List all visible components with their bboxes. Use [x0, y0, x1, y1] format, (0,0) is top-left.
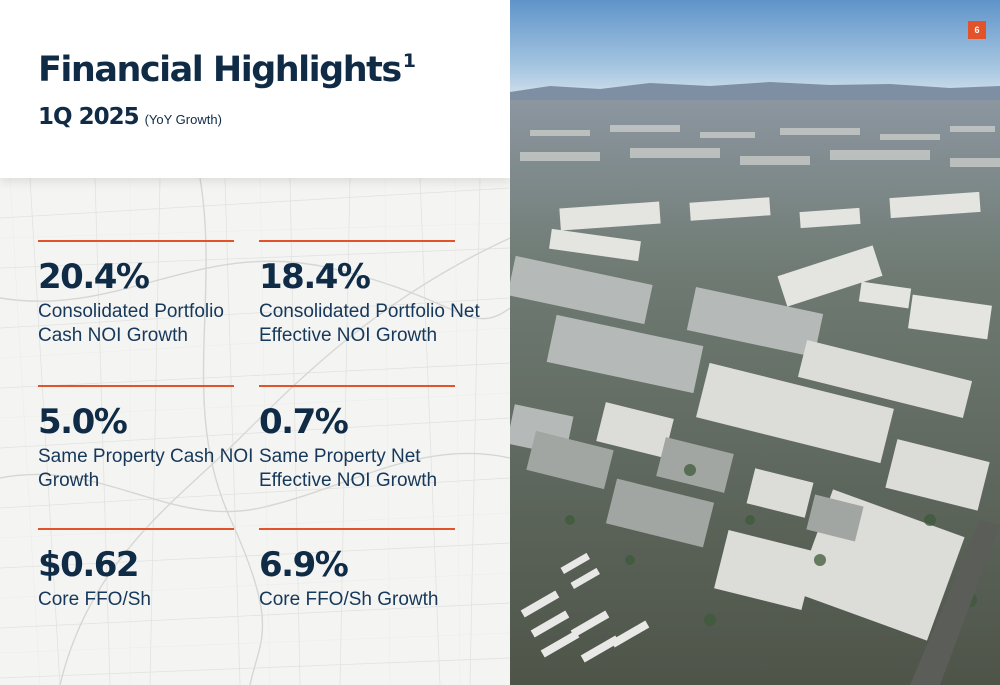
metric-divider: [38, 385, 234, 387]
metric-label: Core FFO/Sh: [38, 589, 151, 610]
metric-label: Consolidated Portfolio Cash NOI Growth: [38, 301, 224, 346]
metric-value: 5.0%: [38, 402, 128, 442]
metric-divider: [38, 240, 234, 242]
metric-value: $0.62: [38, 545, 140, 585]
metric-core-ffo-per-share-growth: 6.9% Core FFO/Sh Growth: [259, 528, 455, 612]
metric-same-property-cash-noi: 5.0% Same Property Cash NOI Growth: [38, 385, 253, 493]
left-panel: Financial Highlights 1 1Q 2025 (YoY Growth…: [0, 0, 510, 685]
metrics-grid: 20.4% Consolidated Portfolio Cash NOI Gr…: [38, 240, 480, 612]
title-text: Financial Highlights: [38, 50, 402, 90]
metric-divider: [259, 240, 455, 242]
header: Financial Highlights 1 1Q 2025 (YoY Growth…: [0, 0, 510, 178]
subtitle-row: 1Q 2025 (YoY Growth): [38, 104, 222, 130]
metric-same-property-net-effective-noi: 0.7% Same Property Net Effective NOI Gro…: [259, 385, 455, 493]
metric-label: Same Property Net Effective NOI Growth: [259, 446, 438, 491]
metric-label: Core FFO/Sh Growth: [259, 589, 439, 610]
aerial-warehouse-photo-icon: [510, 0, 1000, 685]
title-footnote: 1: [402, 50, 416, 72]
metric-divider: [38, 528, 234, 530]
page-number-badge: 6: [968, 21, 986, 39]
metric-core-ffo-per-share: $0.62 Core FFO/Sh: [38, 528, 234, 612]
metric-label: Same Property Cash NOI Growth: [38, 446, 254, 491]
metric-value: 20.4%: [38, 257, 150, 297]
metric-value: 18.4%: [259, 257, 371, 297]
period-note: (YoY Growth): [144, 112, 222, 127]
metric-divider: [259, 385, 455, 387]
metric-value: 0.7%: [259, 402, 349, 442]
aerial-photo-illustration: [510, 0, 1000, 685]
street-map-icon: [0, 178, 510, 685]
map-lines: [0, 178, 510, 685]
metric-value: 6.9%: [259, 545, 349, 585]
metric-consolidated-cash-noi: 20.4% Consolidated Portfolio Cash NOI Gr…: [38, 240, 234, 348]
metric-divider: [259, 528, 455, 530]
metric-consolidated-net-effective-noi: 18.4% Consolidated Portfolio Net Effecti…: [259, 240, 480, 348]
page-title: Financial Highlights 1: [38, 50, 416, 90]
metric-label: Consolidated Portfolio Net Effective NOI…: [259, 301, 480, 346]
period-label: 1Q 2025: [38, 104, 140, 130]
